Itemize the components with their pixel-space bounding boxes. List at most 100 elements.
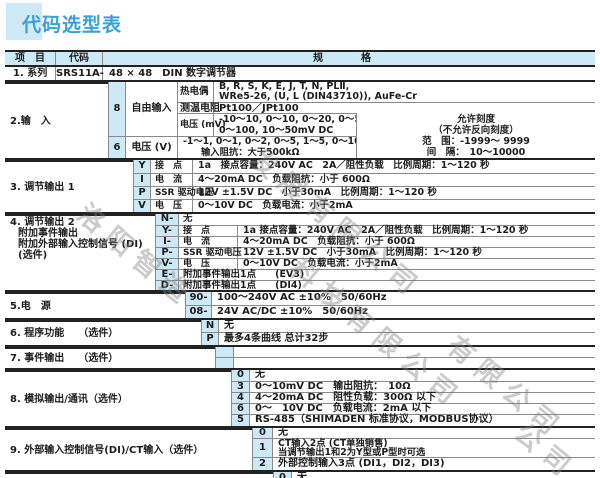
table-row: Y 接 点 1a 接点容量：240V AC 2A／阻性负载 比例周期：1～120…: [133, 160, 595, 173]
event-spec: [234, 347, 595, 357]
table-row: [215, 357, 595, 368]
code-cell: P-: [155, 248, 179, 258]
output-name: SSR 驱动电压: [179, 248, 242, 258]
code-cell: 4: [231, 393, 250, 403]
section-analog-comm: 8. 模拟输出/通讯（选件） 0 无 3 0～10mV DC 输出阻抗： 10Ω…: [5, 368, 595, 426]
header-code: 代码: [55, 52, 103, 65]
table-row: D- 附加事件输出1点 (DI4): [155, 280, 595, 291]
tc-spec-2: WRe5-26, (U, L (DIN43710)), AuFe-Cr: [219, 91, 417, 102]
section-output1: 3. 调节输出 1 Y 接 点 1a 接点容量：240V AC 2A／阻性负载 …: [5, 158, 595, 212]
code-cell: [215, 347, 234, 357]
table-row: 90- 100～240V AC ±10% 50/60Hz: [185, 292, 595, 305]
code-cell: 0: [273, 472, 292, 478]
tc-sub: 热电偶: [180, 86, 209, 97]
di-ct-spec: 外部控制输入3点 (DI1，DI2，DI3): [278, 458, 445, 469]
section-event-output: 7. 事件输出 （选件）: [5, 345, 595, 368]
section-special: 10. 特殊事项 0 无 9 有: [5, 470, 595, 478]
output-spec: 1a 接点容量：240V AC 2A／阻性负载 比例周期：1～120 秒: [198, 160, 490, 171]
note-line: 范 围：-1999～ 9999: [422, 136, 530, 147]
table-row: V 电 压 0～10V DC 负载电流：小于2mA: [133, 199, 595, 212]
section-input: 2.输 入 8 自由输入 热电偶 B, R, S, K, E, J, T, N,…: [5, 80, 595, 158]
table-row: Y- 接 点 1a 接点容量：240V AC 2A／阻性负载 比例周期：1～12…: [155, 225, 595, 236]
program-label: 6. 程序功能 （选件）: [5, 320, 201, 345]
note-line: （不允许反向刻度）: [433, 125, 519, 136]
di-ct-label: 9. 外部输入控制信号(DI)/CT输入（选件）: [5, 428, 252, 470]
code-cell: N: [201, 320, 219, 332]
code-cell: 6: [108, 137, 126, 158]
event-label: 7. 事件输出 （选件）: [5, 347, 215, 368]
output-spec: 12V ±1.5V DC 小于30mA 比例周期：1～120 秒: [243, 247, 482, 258]
mv-spec-2: 0～100, 10～50mV DC: [219, 125, 334, 136]
table-row: P 最多4条曲线 总计32步: [201, 332, 595, 345]
di-ct-spec: 无: [278, 427, 288, 438]
section-series: 1. 系列 SRS11A- 48 × 48 DIN 数字调节器: [5, 65, 595, 80]
section-program: 6. 程序功能 （选件） N 无 P 最多4条曲线 总计32步: [5, 318, 595, 345]
input-label: 2.输 入: [5, 82, 108, 158]
table-row: P SSR 驱动电压 12V ±1.5V DC 小于30mA 比例周期：1～12…: [133, 186, 595, 199]
analog-spec: 0～10mV DC 输出阻抗： 10Ω: [255, 381, 411, 392]
output-spec: 附加事件输出1点 (EV3): [183, 269, 305, 280]
input-group-free: 8 自由输入 热电偶 B, R, S, K, E, J, T, N, PLⅡ, …: [108, 82, 595, 136]
output-spec: 12V ±1.5V DC 小于30mA 比例周期：1～120 秒: [198, 187, 437, 198]
table-row: 0 无: [231, 370, 595, 381]
analog-spec: 4～20mA DC 阻性负载：300Ω 以下: [255, 392, 437, 403]
output-name: 接 点: [179, 226, 238, 236]
code-cell: V-: [155, 259, 179, 269]
output-spec: 4～20mA DC 负载阻抗：小于 600Ω: [198, 174, 370, 185]
analog-spec: 无: [255, 369, 265, 380]
code-cell: 6: [231, 404, 250, 414]
output-spec: 无: [183, 213, 193, 224]
table-row: P- SSR 驱动电压 12V ±1.5V DC 小于30mA 比例周期：1～1…: [155, 247, 595, 258]
output-name: 电 流: [151, 174, 193, 186]
header-spec: 规 格: [103, 52, 595, 65]
code-cell: [215, 358, 234, 368]
code-cell: 8: [108, 82, 126, 136]
v-spec-2: 输入阻抗：大于500kΩ: [201, 146, 300, 158]
code-cell: 2: [252, 458, 273, 470]
output-name: 电 压: [179, 259, 238, 269]
section-power: 5.电 源 90- 100～240V AC ±10% 50/60Hz 08- 2…: [5, 290, 595, 318]
input-type: 电压 (V): [126, 137, 178, 158]
note-line: 间 隔： 10～10000: [426, 147, 526, 158]
power-spec: 24V AC/DC ±10% 50/60Hz: [217, 306, 368, 317]
v-spec-1: -1～1, 0～1, 0～2, 0～5, 1～5, 0～10V DC: [183, 136, 386, 147]
code-cell: 5: [231, 415, 250, 426]
code-selection-table: 项 目 代码 规 格 1. 系列 SRS11A- 48 × 48 DIN 数字调…: [5, 50, 595, 478]
output-name: 电 压: [151, 200, 193, 212]
section-output2: 4. 调节输出 2 附加事件输出 附加外部输入控制信号 (DI) (选件) N-…: [5, 212, 595, 291]
table-row: I- 电 流 4～20mA DC 负载阻抗：小于 600Ω: [155, 236, 595, 247]
rtd-sub: 测温电阻: [180, 103, 220, 114]
table-row: 0 无: [273, 472, 595, 478]
program-spec: 最多4条曲线 总计32步: [224, 333, 329, 344]
output2-label: 4. 调节输出 2 附加事件输出 附加外部输入控制信号 (DI) (选件): [5, 214, 155, 290]
mv-sub: 电压 (mV): [180, 119, 226, 130]
note-line: 允许刻度: [456, 114, 495, 125]
table-row: [215, 347, 595, 357]
table-row: N 无: [201, 320, 595, 332]
code-cell: E-: [155, 270, 179, 280]
code-cell: P: [201, 333, 219, 345]
code-cell: V: [133, 200, 151, 212]
table-row: 2 外部控制输入3点 (DI1，DI2，DI3): [252, 457, 595, 470]
program-option-tag: （选件）: [78, 328, 119, 339]
code-cell: I: [133, 174, 151, 186]
event-spec: [234, 358, 595, 368]
series-code: SRS11A-: [55, 67, 104, 80]
output-spec: 0～10V DC 负载电流：小于2mA: [243, 258, 398, 269]
event-label-text: 7. 事件输出: [10, 353, 65, 364]
analog-spec: 0～ 10V DC 负载电流：2mA 以下: [255, 403, 432, 414]
scale-note: 允许刻度 （不允许反向刻度） 范 围：-1999～ 9999 间 隔： 10～1…: [356, 113, 595, 158]
di-ct-spec-1: CT输入2点 (CT单独销售): [278, 437, 388, 449]
code-cell: P: [133, 187, 151, 199]
program-spec: 无: [224, 320, 234, 331]
table-row: 3 0～10mV DC 输出阻抗： 10Ω: [231, 381, 595, 392]
output2-label-4: (选件): [18, 250, 48, 261]
table-row: I 电 流 4～20mA DC 负载阻抗：小于 600Ω: [133, 173, 595, 186]
output-spec: 0～10V DC 负载电流：小于2mA: [198, 200, 353, 211]
tc-spec-1: B, R, S, K, E, J, T, N, PLⅡ,: [219, 81, 350, 92]
code-cell: I-: [155, 237, 179, 247]
code-cell: D-: [155, 281, 179, 291]
table-row: 6 0～ 10V DC 负载电流：2mA 以下: [231, 403, 595, 414]
code-cell: Y: [133, 160, 151, 173]
